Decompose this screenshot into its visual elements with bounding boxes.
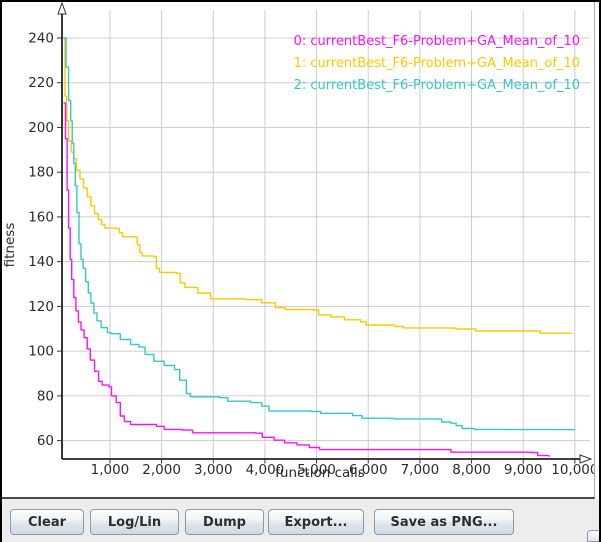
x-tick-label: 7,000 [401,462,440,478]
axis-ticks [57,37,576,464]
export-button[interactable]: Export... [268,509,364,535]
x-tick-label: 9,000 [504,462,543,478]
log-lin-button[interactable]: Log/Lin [90,509,179,535]
x-tick-label: 2,000 [142,462,181,478]
x-tick-label: 4,000 [246,462,285,478]
series-lines [63,37,576,457]
x-axis-arrow [579,454,593,464]
axis-labels: 60 80 100 120 140 160 180 200 220 240 1,000 2,000 3,… [2,31,594,482]
series-0 [63,102,550,457]
y-tick-label: 220 [28,75,54,91]
x-tick-label: 10,000 [551,462,594,478]
y-tick-label: 180 [28,165,54,181]
gridlines [62,10,590,459]
axes [57,2,593,464]
series-1 [63,37,573,334]
x-tick-label: 6,000 [349,462,388,478]
y-axis-title: fitness [2,223,18,268]
series-2 [63,37,576,431]
y-tick-label: 80 [37,388,54,404]
y-tick-label: 60 [37,433,54,449]
y-tick-label: 120 [28,299,54,315]
x-tick-label: 3,000 [194,462,233,478]
y-tick-label: 160 [28,209,54,225]
x-tick-label: 8,000 [452,462,491,478]
y-tick-label: 200 [28,120,54,136]
toolbar: Clear Log/Lin Dump Export... Save as PNG… [2,499,599,542]
legend-item-0: 0: currentBest_F6-Problem+GA_Mean_of_10 [293,34,580,49]
y-tick-label: 240 [28,31,54,47]
legend-item-2: 2: currentBest_F6-Problem+GA_Mean_of_10 [293,78,580,93]
x-tick-label: 1,000 [91,462,130,478]
clipped-panel-corner [587,530,599,542]
chart-legend: 0: currentBest_F6-Problem+GA_Mean_of_10 … [294,31,580,97]
legend-item-1: 1: currentBest_F6-Problem+GA_Mean_of_10 [293,56,580,71]
y-tick-label: 140 [28,254,54,270]
chart-canvas[interactable]: 60 80 100 120 140 160 180 200 220 240 1,000 2,000 3,… [2,2,594,497]
x-axis-title: function calls [275,465,365,481]
x-tick-label: 5,000 [297,462,336,478]
y-axis-arrow [57,2,67,15]
clear-button[interactable]: Clear [10,509,84,535]
y-tick-label: 100 [28,344,54,360]
save-as-png-button[interactable]: Save as PNG... [374,509,514,535]
fitness-chart-panel: 60 80 100 120 140 160 180 200 220 240 1,000 2,000 3,… [2,2,595,499]
dump-button[interactable]: Dump [185,509,264,535]
